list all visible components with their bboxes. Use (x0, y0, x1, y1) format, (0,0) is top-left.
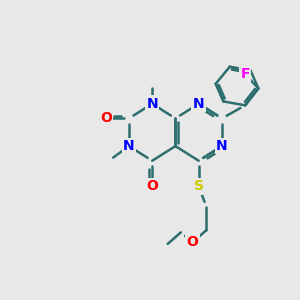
Text: N: N (193, 97, 205, 111)
Text: S: S (194, 179, 204, 193)
Text: N: N (146, 97, 158, 111)
Text: F: F (241, 68, 250, 82)
Text: O: O (187, 236, 198, 249)
Text: N: N (123, 139, 135, 153)
Text: O: O (146, 179, 158, 193)
Text: O: O (100, 111, 112, 125)
Text: N: N (216, 139, 228, 153)
